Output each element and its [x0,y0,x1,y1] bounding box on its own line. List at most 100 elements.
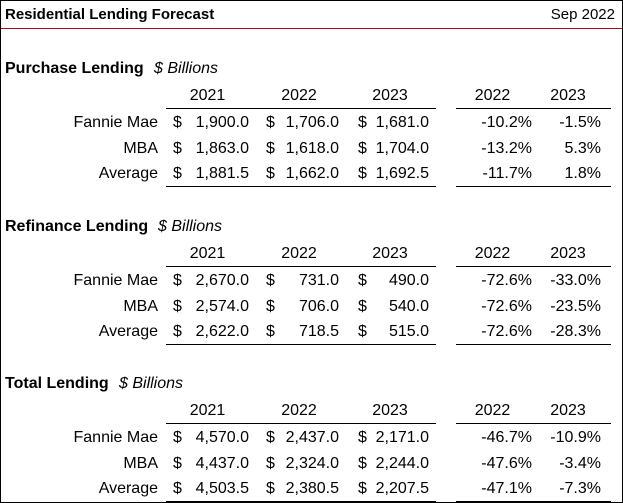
change-cell: -47.1% [481,480,532,497]
amount: 4,437.0 [195,455,249,472]
section-title: Purchase Lending [5,60,144,77]
currency-symbol: $ [173,429,182,446]
section-title: Total Lending [5,375,109,392]
value-cell: $1,706.0 [266,113,339,133]
change-cell: -72.6% [481,272,532,289]
change-cell: -47.6% [481,455,532,472]
year-header: 2021 [189,402,226,419]
amount: 2,207.5 [375,480,429,497]
change-cell: -46.7% [481,429,532,446]
value-cell: $515.0 [358,322,429,342]
value-cell: $2,574.0 [173,297,249,317]
amount: 1,863.0 [195,140,249,157]
row-label: Fannie Mae [73,429,159,446]
currency-symbol: $ [266,114,275,131]
value-cell: $2,171.0 [358,428,429,448]
amount: 1,681.0 [375,114,429,131]
amount: 540.0 [388,298,429,315]
currency-symbol: $ [173,114,182,131]
amount: 515.0 [388,323,429,340]
change-cell: -11.7% [482,165,532,182]
section-title: Refinance Lending [5,218,149,235]
amount: 1,692.5 [375,165,429,182]
currency-symbol: $ [266,272,275,289]
title-rule [1,28,622,29]
currency-symbol: $ [358,114,367,131]
total-rule [166,186,436,187]
amount: 1,618.0 [285,140,339,157]
header-rule [456,423,611,424]
change-cell: -7.3% [559,480,601,497]
currency-symbol: $ [358,455,367,472]
row-label: Fannie Mae [73,272,159,289]
row-label: Fannie Mae [73,114,159,131]
year-header: 2022 [281,402,317,419]
currency-symbol: $ [266,140,275,157]
amount: 1,900.0 [195,114,249,131]
value-cell: $2,207.5 [358,479,429,499]
section-unit: $ Billions [154,60,219,77]
amount: 1,881.5 [195,165,249,182]
amount: 2,380.5 [285,480,339,497]
change-cell: -33.0% [550,272,601,289]
value-cell: $1,662.0 [266,164,339,184]
currency-symbol: $ [358,165,367,182]
currency-symbol: $ [358,429,367,446]
amount: 1,706.0 [285,114,339,131]
change-cell: -72.6% [481,323,532,340]
change-cell: 1.8% [564,165,601,182]
value-cell: $4,437.0 [173,454,249,474]
amount: 2,244.0 [375,455,429,472]
section-unit: $ Billions [158,218,223,235]
value-cell: $540.0 [358,297,429,317]
header-rule [166,266,436,267]
value-cell: $2,622.0 [173,322,249,342]
amount: 490.0 [388,272,429,289]
total-rule [166,501,436,502]
change-cell: -1.5% [559,114,601,131]
value-cell: $718.5 [266,322,339,342]
year-header: 2023 [550,245,586,262]
year-header: 2021 [189,245,226,262]
year-header: 2022 [281,87,317,104]
total-rule [456,501,611,502]
currency-symbol: $ [358,298,367,315]
value-cell: $731.0 [266,271,339,291]
currency-symbol: $ [266,480,275,497]
currency-symbol: $ [358,323,367,340]
currency-symbol: $ [358,140,367,157]
year-header: 2022 [281,245,317,262]
year-header: 2023 [372,402,408,419]
total-rule [456,186,611,187]
currency-symbol: $ [266,455,275,472]
currency-symbol: $ [358,272,367,289]
change-cell: -10.2% [481,114,532,131]
change-cell: -23.5% [550,298,601,315]
year-header: 2022 [474,87,511,104]
value-cell: $706.0 [266,297,339,317]
row-label: MBA [123,140,158,157]
value-cell: $2,380.5 [266,479,339,499]
value-cell: $490.0 [358,271,429,291]
row-label: MBA [123,298,158,315]
value-cell: $1,618.0 [266,139,339,159]
date: Sep 2022 [550,6,615,23]
amount: 2,324.0 [285,455,339,472]
value-cell: $4,570.0 [173,428,249,448]
total-rule [456,344,611,345]
value-cell: $1,681.0 [358,113,429,133]
amount: 706.0 [298,298,339,315]
value-cell: $2,244.0 [358,454,429,474]
year-header: 2023 [550,87,586,104]
change-cell: -10.9% [550,429,601,446]
currency-symbol: $ [266,323,275,340]
amount: 2,670.0 [195,272,249,289]
value-cell: $2,670.0 [173,271,249,291]
value-cell: $2,437.0 [266,428,339,448]
amount: 4,570.0 [195,429,249,446]
change-cell: -72.6% [481,298,532,315]
amount: 4,503.5 [195,480,249,497]
currency-symbol: $ [266,429,275,446]
change-cell: 5.3% [564,140,601,157]
header-rule [166,108,436,109]
